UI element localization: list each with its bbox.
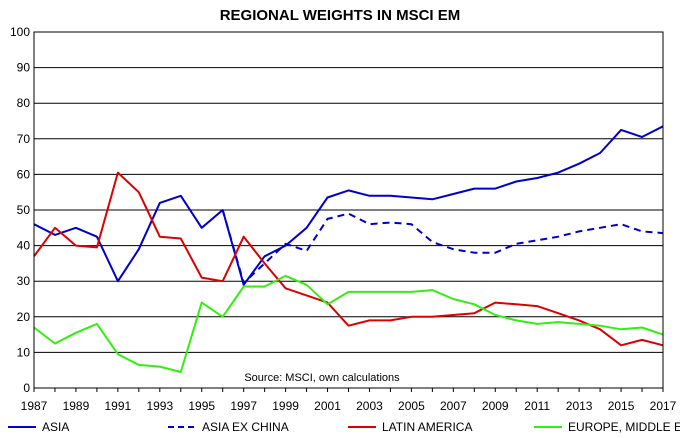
y-tick-labels: 0 10 20 30 40 50 60 70 80 90 100 [10, 25, 30, 395]
y-tick-label: 0 [23, 381, 30, 395]
x-tick-label: 1989 [63, 399, 90, 413]
x-tick-label: 2015 [608, 399, 635, 413]
x-tick-label: 1987 [21, 399, 48, 413]
x-tick-label: 2005 [398, 399, 425, 413]
y-tick-label: 10 [17, 345, 31, 359]
x-tick-label: 2007 [440, 399, 467, 413]
legend: ASIA ASIA EX CHINA LATIN AMERICA EUROPE, MI… [8, 420, 680, 434]
x-tick-labels: 1987 1989 1991 1993 1995 1997 1999 2001 2003 2005… [21, 388, 677, 413]
gridlines [34, 31, 663, 389]
series-line-europe-middle-east-africa [33, 274, 664, 373]
legend-label: LATIN AMERICA [382, 420, 472, 434]
legend-label: ASIA EX CHINA [202, 420, 289, 434]
plot-frame [33, 31, 664, 389]
x-tick-label: 1991 [105, 399, 132, 413]
y-tick-label: 100 [10, 25, 30, 39]
y-tick-label: 30 [17, 274, 31, 288]
series-line-asia-ex-china [221, 209, 664, 284]
x-tick-label: 1997 [230, 399, 257, 413]
series-lines [33, 125, 664, 373]
y-tick-label: 50 [17, 203, 31, 217]
y-tick-label: 80 [17, 96, 31, 110]
x-tick-label: 1999 [272, 399, 299, 413]
y-tick-label: 90 [17, 61, 31, 75]
legend-label: ASIA [42, 420, 69, 434]
x-tick-label: 2009 [482, 399, 509, 413]
x-tick-label: 1995 [188, 399, 215, 413]
x-tick-label: 2003 [356, 399, 383, 413]
y-tick-label: 20 [17, 310, 31, 324]
x-tick-label: 2013 [566, 399, 593, 413]
x-tick-label: 2017 [650, 399, 677, 413]
y-tick-label: 70 [17, 132, 31, 146]
legend-label: EUROPE, MIDDLE EAST & AFRICA [568, 420, 680, 434]
series-line-asia [33, 125, 664, 286]
y-tick-label: 40 [17, 239, 31, 253]
source-note: Source: MSCI, own calculations [244, 372, 400, 384]
series-line-latin-america [33, 171, 664, 347]
chart-title: REGIONAL WEIGHTS IN MSCI EM [220, 7, 461, 24]
x-tick-label: 2011 [524, 399, 550, 413]
x-tick-label: 1993 [146, 399, 173, 413]
x-tick-label: 2001 [314, 399, 341, 413]
y-tick-label: 60 [17, 167, 31, 181]
